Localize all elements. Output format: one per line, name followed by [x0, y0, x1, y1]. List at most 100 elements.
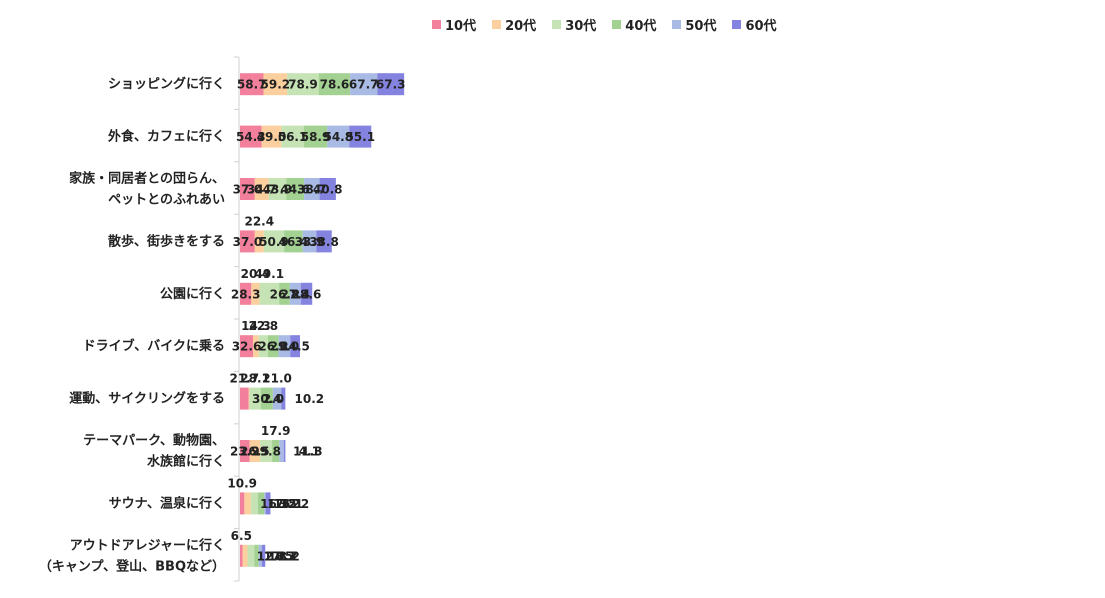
bar-segment — [249, 440, 261, 462]
bar-segment — [279, 282, 290, 305]
bar-segment — [240, 492, 245, 515]
data-label: 21.0 — [262, 372, 292, 386]
bar-segment — [260, 387, 273, 410]
data-label: 22.4 — [244, 214, 274, 228]
data-label: 29.0 — [270, 340, 300, 354]
bar-segment — [303, 125, 328, 148]
bar-segment — [253, 335, 259, 358]
data-label: 10.2 — [295, 392, 325, 406]
bar-segment — [283, 440, 286, 462]
bar-segment — [240, 282, 252, 305]
legend-label: 50代 — [685, 18, 717, 34]
data-label: 54.8 — [323, 130, 353, 144]
legend-swatch — [432, 19, 441, 29]
legend-swatch — [612, 19, 622, 29]
data-label: 55.1 — [345, 130, 375, 144]
data-label: 10.7 — [268, 549, 298, 563]
data-label: 49.1 — [254, 267, 284, 281]
bar-segment — [264, 492, 266, 515]
category-label-line: テーマパーク、動物園、 — [83, 433, 225, 449]
data-label: 56.1 — [278, 130, 308, 144]
category-label: ショッピングに行く — [108, 76, 225, 92]
data-label: 14.3 — [241, 319, 271, 333]
bar-segment — [240, 178, 255, 200]
category-label-line: 公園に行く — [160, 286, 225, 302]
data-label: 20.4 — [241, 267, 271, 281]
bar-segment — [240, 544, 243, 567]
data-label: 8.1 — [275, 549, 296, 563]
data-label: 26.8 — [258, 340, 288, 354]
bar-segment — [251, 282, 260, 305]
bar-segment — [247, 544, 255, 567]
legend-item: 20代 — [492, 15, 536, 34]
bar-segment — [279, 440, 284, 462]
data-label: 24.5 — [280, 340, 310, 354]
category-label: アウトドアレジャーに行く （キャンプ、登山、BBQなど） — [39, 537, 225, 574]
data-label: 11.3 — [293, 445, 323, 459]
legend-label: 10代 — [445, 18, 477, 34]
bar-segment — [240, 387, 249, 410]
data-label: 46.4 — [279, 235, 309, 249]
category-label: テーマパーク、動物園、水族館に行く — [83, 433, 225, 470]
bar-segment — [257, 492, 265, 515]
data-label: 43.9 — [263, 183, 293, 197]
data-label: 4.1 — [299, 445, 320, 459]
legend-swatch — [552, 19, 562, 29]
bar-segment — [263, 73, 288, 96]
data-label: 30.4 — [252, 392, 282, 406]
bar-segment — [272, 387, 282, 410]
data-label: 54.3 — [236, 130, 266, 144]
data-label: 40.8 — [313, 183, 343, 197]
data-label: 8.2 — [279, 549, 300, 563]
bar-segment — [244, 492, 251, 515]
data-label: 58.9 — [301, 130, 331, 144]
legend-item: 60代 — [732, 15, 777, 34]
data-label: 16.1 — [274, 497, 304, 511]
category-label: 公園に行く — [160, 286, 225, 302]
legend-label: 20代 — [505, 18, 537, 34]
data-label: 2.0 — [263, 392, 284, 406]
data-label: 12.2 — [257, 549, 287, 563]
bar-segment — [278, 335, 291, 358]
data-label: 17.9 — [261, 424, 291, 438]
data-label: 38.8 — [309, 235, 339, 249]
category-label-line: 水族館に行く — [147, 454, 225, 470]
data-label: 16.3 — [260, 497, 290, 511]
category-label-line: 外食、カフェに行く — [107, 129, 225, 145]
legend-item: 30代 — [552, 15, 596, 34]
bar-segment — [267, 335, 279, 358]
category-label-line: 散歩、街歩きをする — [108, 233, 225, 249]
data-label: 12.2 — [280, 497, 310, 511]
bar-segment — [254, 544, 259, 567]
category-label-line: 運動、サイクリングをする — [69, 391, 225, 407]
data-label: 67.7 — [349, 78, 379, 92]
bar-segment — [240, 230, 255, 253]
data-label: 28.3 — [231, 287, 261, 301]
bar-segment — [290, 335, 300, 358]
bar-segment — [248, 387, 250, 410]
data-label: 50.9 — [259, 235, 289, 249]
data-label: 17.5 — [264, 549, 294, 563]
data-label: 26.8 — [270, 287, 300, 301]
data-label: 37.0 — [233, 183, 263, 197]
legend-label: 60代 — [745, 18, 777, 34]
bar-segment — [300, 282, 313, 305]
legend-swatch — [672, 19, 682, 29]
data-label: 78.9 — [288, 78, 318, 92]
bar-segment — [350, 73, 378, 96]
category-label: 外食、カフェに行く — [107, 129, 225, 145]
bar-segment — [302, 230, 317, 253]
data-label: 33.9 — [295, 235, 325, 249]
data-label: 27.4 — [281, 287, 311, 301]
data-label: 17.5 — [267, 497, 297, 511]
category-label: 運動、サイクリングをする — [69, 391, 225, 407]
data-label: 21.7 — [230, 372, 260, 386]
legend: 10代 20代 30代 40代 50代 60代 — [432, 14, 777, 34]
bar-segment — [281, 125, 304, 148]
category-label-line: サウナ、温泉に行く — [109, 495, 225, 511]
data-label: 32.6 — [232, 340, 262, 354]
data-label: 44.6 — [280, 183, 310, 197]
bar-segment — [265, 492, 271, 515]
